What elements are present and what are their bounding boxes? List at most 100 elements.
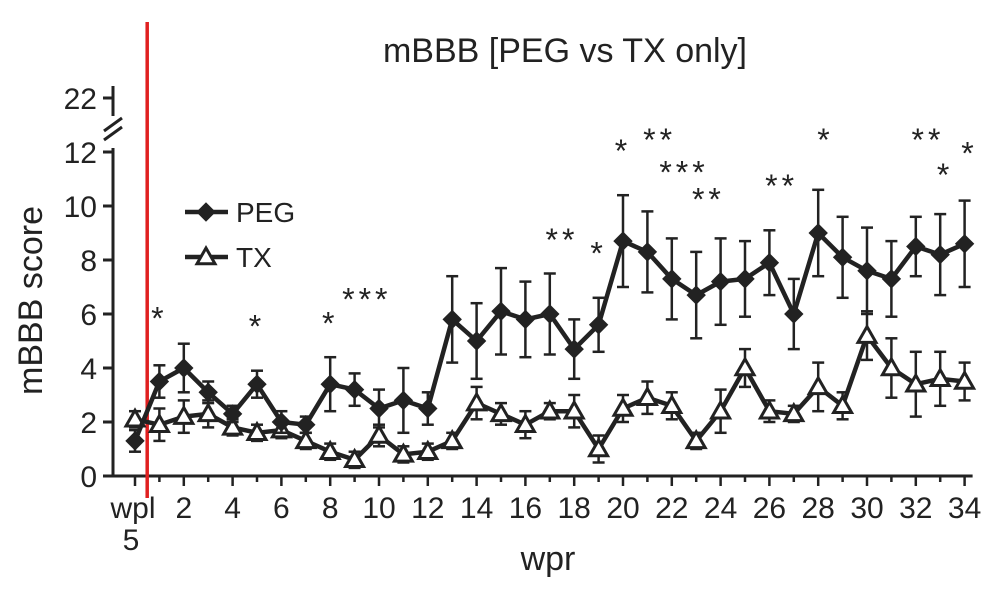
tx-point [611, 396, 635, 417]
peg-point [564, 339, 584, 359]
y-axis-label: mBBB score [12, 206, 50, 395]
significance-star: * [249, 308, 265, 344]
y-tick-label: 2 [80, 407, 97, 440]
peg-point [222, 404, 243, 424]
significance-star: ** [546, 222, 579, 258]
x-tick-sublabel: 5 [123, 524, 140, 557]
x-tick-label: 34 [948, 492, 981, 525]
tx-point [782, 401, 806, 423]
x-tick-label: 2 [175, 492, 192, 525]
peg-point [515, 309, 536, 330]
x-tick-label: 26 [753, 492, 786, 525]
series-peg [125, 188, 975, 453]
x-tick-label: 32 [899, 492, 932, 525]
peg-point [588, 315, 609, 335]
tx-point [513, 412, 537, 433]
tx-point [953, 369, 977, 390]
y-tick-label: 8 [80, 245, 97, 278]
peg-point [881, 269, 902, 289]
tx-point [489, 401, 513, 423]
tx-point [221, 415, 245, 436]
tx-point [684, 428, 708, 450]
y-axis-break-mark [103, 116, 123, 133]
x-axis-label: wpr [520, 540, 576, 578]
significance-star: ** [912, 122, 945, 158]
peg-point [857, 261, 877, 281]
tx-point [757, 399, 781, 420]
tx-point [904, 372, 928, 393]
tx-point [465, 391, 489, 412]
peg-point [393, 390, 414, 411]
tx-point [709, 399, 733, 420]
significance-star: ** [692, 182, 725, 218]
x-tick-label: 12 [411, 492, 444, 525]
x-tick-label: 22 [655, 492, 688, 525]
peg-point [784, 304, 804, 324]
legend-marker [194, 244, 218, 266]
legend-item-tx: TX [185, 242, 272, 273]
peg-point [613, 231, 633, 251]
x-tick-label: 4 [224, 492, 241, 525]
tx-point [831, 393, 855, 415]
tx-point [635, 385, 659, 406]
y-tick-label: 22 [64, 83, 97, 116]
legend-item-peg: PEG [185, 197, 295, 228]
x-tick-label: 18 [558, 492, 591, 525]
x-tick-label: 28 [802, 492, 835, 525]
tx-point [562, 399, 586, 420]
peg-point [491, 301, 511, 322]
x-tick-label: 20 [606, 492, 639, 525]
legend-label: PEG [236, 197, 295, 228]
tx-point [928, 366, 952, 388]
tx-point [318, 439, 342, 460]
peg-point [808, 223, 828, 243]
significance-star: * [151, 300, 167, 336]
significance-star: * [961, 136, 977, 172]
tx-point [587, 436, 611, 458]
legend-label: TX [236, 242, 272, 273]
tx-point [367, 423, 391, 444]
x-tick-label: 14 [460, 492, 493, 525]
x-tick-label: 30 [850, 492, 883, 525]
tx-point [660, 393, 684, 415]
peg-point [247, 374, 267, 394]
peg-point [540, 304, 560, 324]
y-tick-label: 10 [64, 191, 97, 224]
y-tick-label: 6 [80, 299, 97, 332]
significance-star: *** [659, 155, 708, 191]
tx-point [172, 404, 196, 425]
peg-point [930, 244, 950, 265]
tx-point [294, 428, 318, 450]
x-tick-label: 10 [362, 492, 395, 525]
significance-star: ** [643, 122, 676, 158]
peg-point [662, 269, 682, 289]
peg-point [369, 398, 389, 419]
peg-point [710, 271, 731, 292]
peg-point [466, 331, 487, 351]
tx-point [343, 447, 367, 469]
peg-point [271, 412, 292, 432]
legend: PEG TX [185, 197, 295, 273]
peg-point [686, 285, 706, 305]
series-layer [123, 188, 977, 470]
peg-point [320, 374, 340, 394]
tx-point [147, 412, 171, 433]
peg-point [735, 269, 755, 289]
peg-point [149, 371, 170, 392]
tx-point [416, 439, 440, 460]
tx-point [440, 428, 464, 450]
y-axis-break-mark [103, 125, 123, 142]
peg-point [174, 358, 194, 378]
tx-point [806, 374, 830, 396]
peg-point [296, 414, 316, 435]
peg-point [344, 379, 365, 400]
significance-star: ** [765, 168, 798, 204]
tx-point [245, 420, 269, 442]
y-tick-label: 12 [64, 137, 97, 170]
peg-point [418, 398, 438, 419]
peg-point [125, 431, 145, 451]
significance-star: * [817, 122, 833, 158]
x-tick-label: 16 [509, 492, 542, 525]
peg-point [442, 309, 462, 330]
